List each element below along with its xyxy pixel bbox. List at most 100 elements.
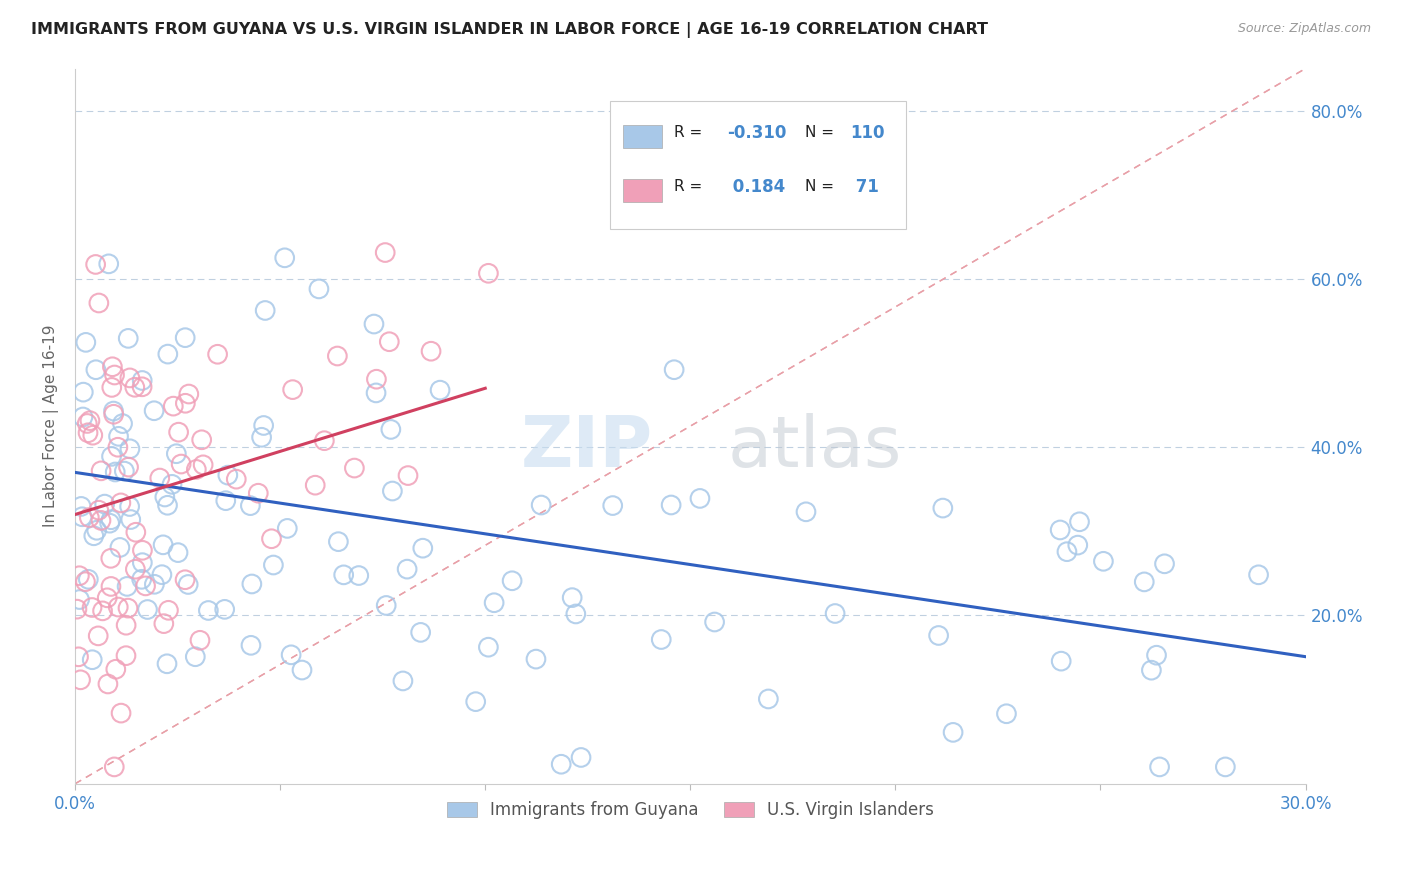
Point xyxy=(995,706,1018,721)
Point xyxy=(131,556,153,570)
Point xyxy=(93,497,115,511)
Point xyxy=(75,335,97,350)
Point xyxy=(91,604,114,618)
Point xyxy=(396,468,419,483)
Point xyxy=(215,493,238,508)
Point xyxy=(69,673,91,687)
Point xyxy=(100,551,122,566)
Text: N =: N = xyxy=(804,179,834,194)
Text: 71: 71 xyxy=(851,178,879,195)
Point xyxy=(69,592,91,607)
Point xyxy=(87,503,110,517)
Point xyxy=(118,371,141,385)
Point xyxy=(107,440,129,454)
Point xyxy=(80,600,103,615)
Point xyxy=(374,245,396,260)
Point xyxy=(254,303,277,318)
Y-axis label: In Labor Force | Age 16-19: In Labor Force | Age 16-19 xyxy=(44,325,59,527)
Point xyxy=(118,442,141,456)
Point xyxy=(107,600,129,615)
Point xyxy=(120,512,142,526)
Point xyxy=(530,498,553,512)
Point xyxy=(366,372,388,386)
Point xyxy=(79,510,101,524)
Point xyxy=(932,501,955,516)
Point xyxy=(84,362,107,376)
Point xyxy=(396,562,419,576)
Point xyxy=(420,344,443,359)
Point xyxy=(177,577,200,591)
Point xyxy=(111,417,134,431)
Point xyxy=(97,257,120,271)
Point xyxy=(392,673,415,688)
Point xyxy=(343,461,366,475)
Point xyxy=(477,266,499,280)
Point xyxy=(103,368,125,382)
Point xyxy=(82,653,104,667)
Point xyxy=(308,282,330,296)
Point xyxy=(79,414,101,428)
Point xyxy=(70,500,93,514)
Point xyxy=(101,359,124,374)
Point xyxy=(115,648,138,663)
Point xyxy=(77,572,100,586)
Point xyxy=(314,434,336,448)
Point xyxy=(170,457,193,471)
Point xyxy=(66,602,89,616)
Point xyxy=(250,430,273,444)
Point xyxy=(381,483,404,498)
Point xyxy=(659,498,682,512)
Point xyxy=(84,257,107,271)
Point xyxy=(477,640,499,655)
Point xyxy=(184,649,207,664)
Point xyxy=(103,404,125,418)
Text: N =: N = xyxy=(804,126,834,140)
Text: 0.184: 0.184 xyxy=(727,178,786,195)
Point xyxy=(240,577,263,591)
Point xyxy=(1140,663,1163,677)
Point xyxy=(160,477,183,491)
Point xyxy=(482,596,505,610)
Point xyxy=(157,603,180,617)
Point xyxy=(86,523,108,537)
Point xyxy=(412,541,434,556)
Point xyxy=(156,657,179,671)
Point xyxy=(117,601,139,615)
Point xyxy=(115,618,138,632)
Point xyxy=(107,429,129,443)
Point xyxy=(162,399,184,413)
Point xyxy=(98,516,121,531)
Point xyxy=(115,579,138,593)
Point xyxy=(125,525,148,540)
Text: ZIP: ZIP xyxy=(522,413,654,482)
Point xyxy=(131,374,153,388)
Point xyxy=(247,486,270,500)
Point xyxy=(214,602,236,616)
Point xyxy=(76,417,98,431)
Point xyxy=(156,498,179,512)
Point xyxy=(1067,538,1090,552)
Point xyxy=(108,541,131,555)
Point xyxy=(1146,648,1168,663)
Point xyxy=(207,347,229,361)
Point xyxy=(104,662,127,676)
Text: R =: R = xyxy=(675,126,703,140)
Point xyxy=(1133,574,1156,589)
Point xyxy=(100,450,122,464)
Point xyxy=(291,663,314,677)
Point xyxy=(77,425,100,440)
Text: atlas: atlas xyxy=(727,413,901,482)
Point xyxy=(67,568,90,582)
Point xyxy=(135,579,157,593)
Point xyxy=(602,499,624,513)
Point xyxy=(177,387,200,401)
Point xyxy=(262,558,284,572)
Point xyxy=(380,422,402,436)
Point xyxy=(464,695,486,709)
Point xyxy=(328,534,350,549)
Point xyxy=(149,471,172,485)
Point xyxy=(273,251,295,265)
Point xyxy=(225,472,247,486)
Point xyxy=(1050,654,1073,668)
Point xyxy=(112,464,135,478)
